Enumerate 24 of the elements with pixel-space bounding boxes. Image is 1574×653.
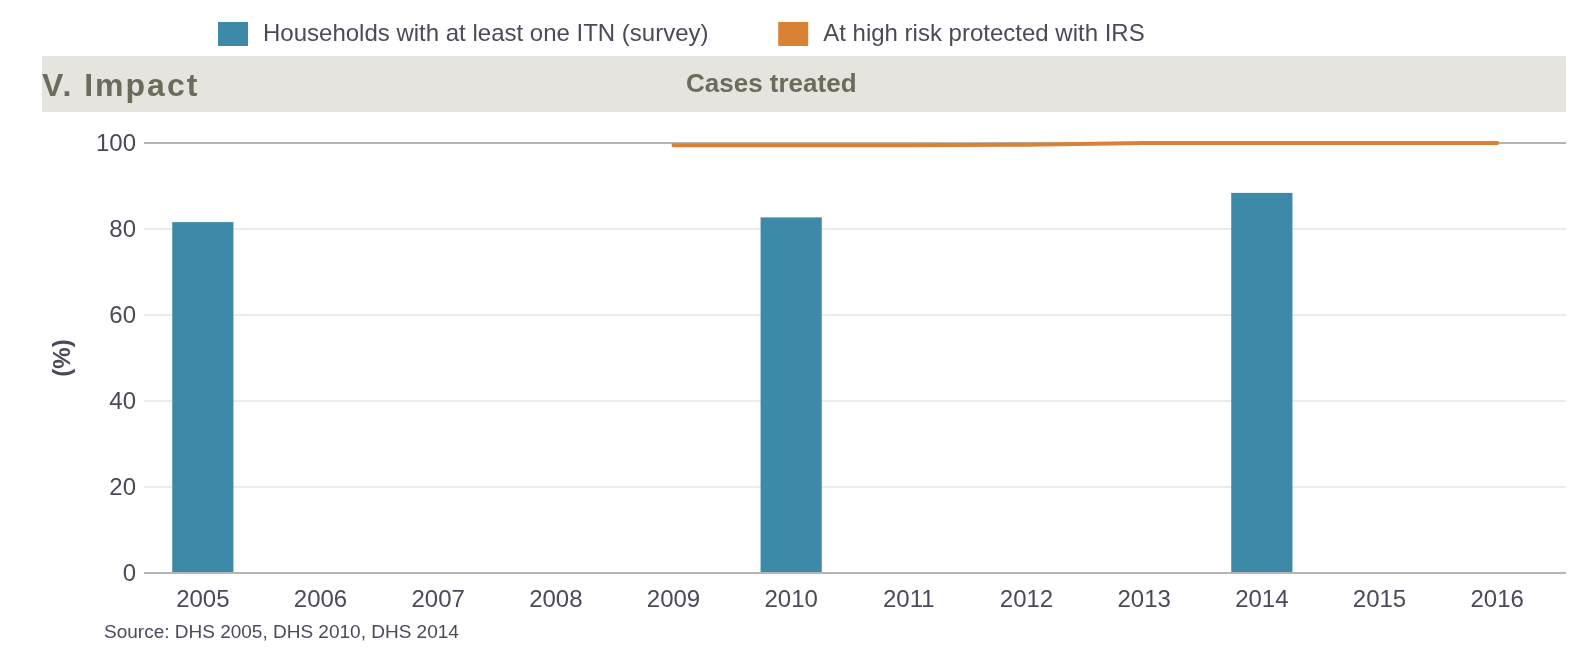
x-tick-label: 2005 xyxy=(176,585,230,612)
chart-title: V. Impact xyxy=(42,67,200,103)
x-tick-label: 2007 xyxy=(411,585,465,612)
x-tick-label: 2012 xyxy=(999,585,1054,612)
x-tick-label: 2006 xyxy=(293,585,348,612)
x-tick-label: 2010 xyxy=(764,585,818,612)
x-tick-label: 2013 xyxy=(1117,585,1171,612)
x-tick-label: 2011 xyxy=(883,585,935,612)
y-tick-label: 0 xyxy=(122,559,136,587)
y-axis-title: (%) xyxy=(48,339,75,377)
x-tick-label: 2016 xyxy=(1470,585,1524,612)
y-tick-label: 40 xyxy=(109,387,136,415)
x-tick-label: 2014 xyxy=(1235,585,1289,612)
chart-subtitle: Cases treated xyxy=(686,68,857,98)
x-tick-label: 2009 xyxy=(646,585,701,612)
y-tick-label: 20 xyxy=(109,473,136,501)
y-tick-label: 80 xyxy=(109,215,136,243)
x-tick-label: 2008 xyxy=(529,585,583,612)
x-tick-label: 2015 xyxy=(1352,585,1407,612)
source-note: Source: DHS 2005, DHS 2010, DHS 2014 xyxy=(104,621,460,642)
y-tick-label: 60 xyxy=(109,301,136,329)
y-tick-label: 100 xyxy=(95,129,136,157)
legend-label: At high risk protected with IRS xyxy=(823,19,1145,46)
legend-label: Households with at least one ITN (survey) xyxy=(263,19,709,46)
